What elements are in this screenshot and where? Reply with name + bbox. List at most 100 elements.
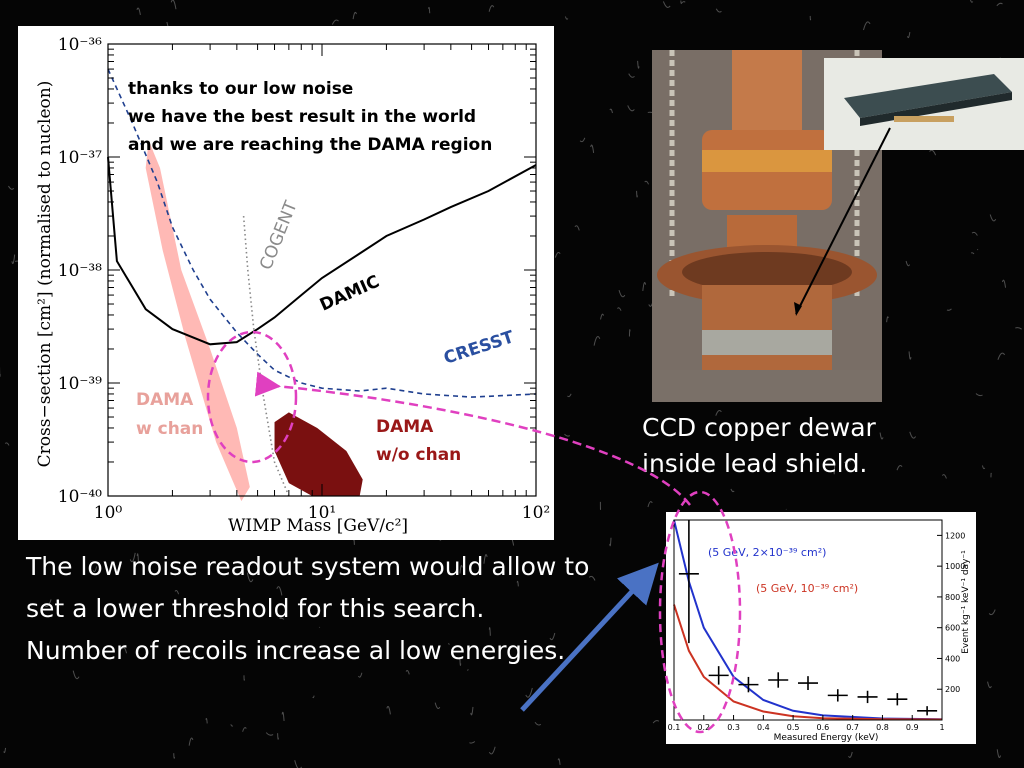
speckle <box>637 60 640 69</box>
speckle <box>662 1 671 8</box>
speckle <box>609 108 613 114</box>
speckle <box>609 537 612 547</box>
speckle <box>564 16 569 20</box>
speckle <box>127 605 135 611</box>
speckle <box>459 657 462 666</box>
data-point <box>887 693 908 706</box>
x-tick-label: 10¹ <box>308 503 336 523</box>
speckle <box>647 501 653 508</box>
speckle <box>173 610 176 613</box>
speckle <box>488 5 495 12</box>
speckle <box>129 552 136 563</box>
speckle <box>905 260 911 267</box>
speckle <box>557 758 561 765</box>
speckle <box>946 308 952 311</box>
x-tick-label: 10² <box>522 503 550 523</box>
ccd-photo <box>824 58 1024 150</box>
speckle <box>448 642 450 645</box>
speckle <box>331 19 339 25</box>
speckle <box>618 289 626 298</box>
svg-text:w chan: w chan <box>136 419 203 439</box>
speckle <box>246 572 254 583</box>
side-x-tick-label: 0.9 <box>906 723 919 732</box>
speckle <box>488 746 496 755</box>
speckle <box>730 488 735 493</box>
speckle <box>43 599 52 608</box>
side-y-tick-label: 600 <box>945 624 960 633</box>
cogent-curve <box>242 216 290 497</box>
side-x-tick-label: 0.4 <box>757 723 770 732</box>
y-tick-label: 10⁻³⁷ <box>58 148 102 168</box>
speckle <box>628 329 631 337</box>
speckle <box>971 231 978 236</box>
speckle <box>534 721 542 726</box>
speckle <box>386 705 391 715</box>
damic-curve <box>107 156 537 346</box>
data-point <box>827 689 848 702</box>
side-x-tick-label: 0.7 <box>846 723 859 732</box>
side-x-tick-label: 0.5 <box>787 723 800 732</box>
side-x-tick-label: 1 <box>939 723 944 732</box>
speckle <box>564 433 571 437</box>
speckle <box>428 6 431 14</box>
speckle <box>294 760 302 768</box>
body-text: The low noise readout system would allow… <box>26 546 606 672</box>
svg-text:and we are reaching the DAMA r: and we are reaching the DAMA region <box>128 135 492 155</box>
speckle <box>567 393 572 398</box>
speckle <box>121 647 128 654</box>
speckle <box>483 554 488 564</box>
speckle <box>173 753 175 759</box>
dewar-caption-line: inside lead shield. <box>642 449 868 478</box>
y-tick-label: 10⁻⁴⁰ <box>58 487 102 507</box>
exclusion-plot: 10⁰ 10¹ 10² 10⁻⁴⁰ 10⁻³⁹ 10⁻³⁸ 10⁻³⁷ 10⁻³⁶ WIMP … <box>18 26 554 540</box>
speckle <box>136 7 141 16</box>
speckle <box>975 393 983 397</box>
dewar-caption: CCD copper dewar inside lead shield. <box>642 410 942 482</box>
side-y-tick-label: 1000 <box>945 562 965 571</box>
speckle <box>3 747 7 754</box>
side-x-tick-label: 0.6 <box>817 723 830 732</box>
data-point <box>768 672 789 688</box>
speckle <box>170 0 177 10</box>
speckle <box>644 180 650 185</box>
speckle <box>92 566 98 573</box>
svg-text:DAMA: DAMA <box>136 390 194 410</box>
speckle <box>680 1 686 5</box>
data-point <box>857 690 878 704</box>
speckle <box>987 681 992 689</box>
side-x-axis-label: Measured Energy (keV) <box>774 733 879 743</box>
speckle <box>174 590 180 595</box>
speckle <box>136 553 139 563</box>
speckle <box>265 732 274 736</box>
speckle <box>617 307 622 311</box>
body-paragraph: The low noise readout system would allow… <box>26 552 590 623</box>
speckle <box>525 687 533 698</box>
speckle <box>488 627 491 636</box>
speckle <box>896 465 903 471</box>
speckle <box>715 409 722 416</box>
speckle <box>886 316 889 323</box>
speckle <box>996 749 1002 758</box>
speckle <box>593 336 601 346</box>
svg-text:DAMA: DAMA <box>376 417 434 437</box>
speckle <box>352 11 357 20</box>
speckle <box>405 670 410 675</box>
speckle <box>907 32 911 39</box>
speckle <box>230 724 234 727</box>
side-y-axis-label: Event kg⁻¹ keV⁻¹ day⁻¹ <box>961 550 971 654</box>
legend-blue: (5 GeV, 2×10⁻³⁹ cm²) <box>708 546 826 559</box>
speckle <box>941 474 947 479</box>
speckle <box>833 465 836 475</box>
y-tick-label: 10⁻³⁹ <box>58 374 102 394</box>
speckle <box>242 727 247 732</box>
speckle <box>470 706 474 716</box>
x-tick-label: 10⁰ <box>94 503 123 523</box>
speckle <box>1015 327 1022 330</box>
data-point <box>738 676 759 693</box>
speckle <box>996 2 1003 7</box>
speckle <box>989 214 997 222</box>
speckle <box>909 431 917 439</box>
speckle <box>8 185 15 190</box>
speckle <box>434 702 441 709</box>
speckle <box>970 0 974 3</box>
